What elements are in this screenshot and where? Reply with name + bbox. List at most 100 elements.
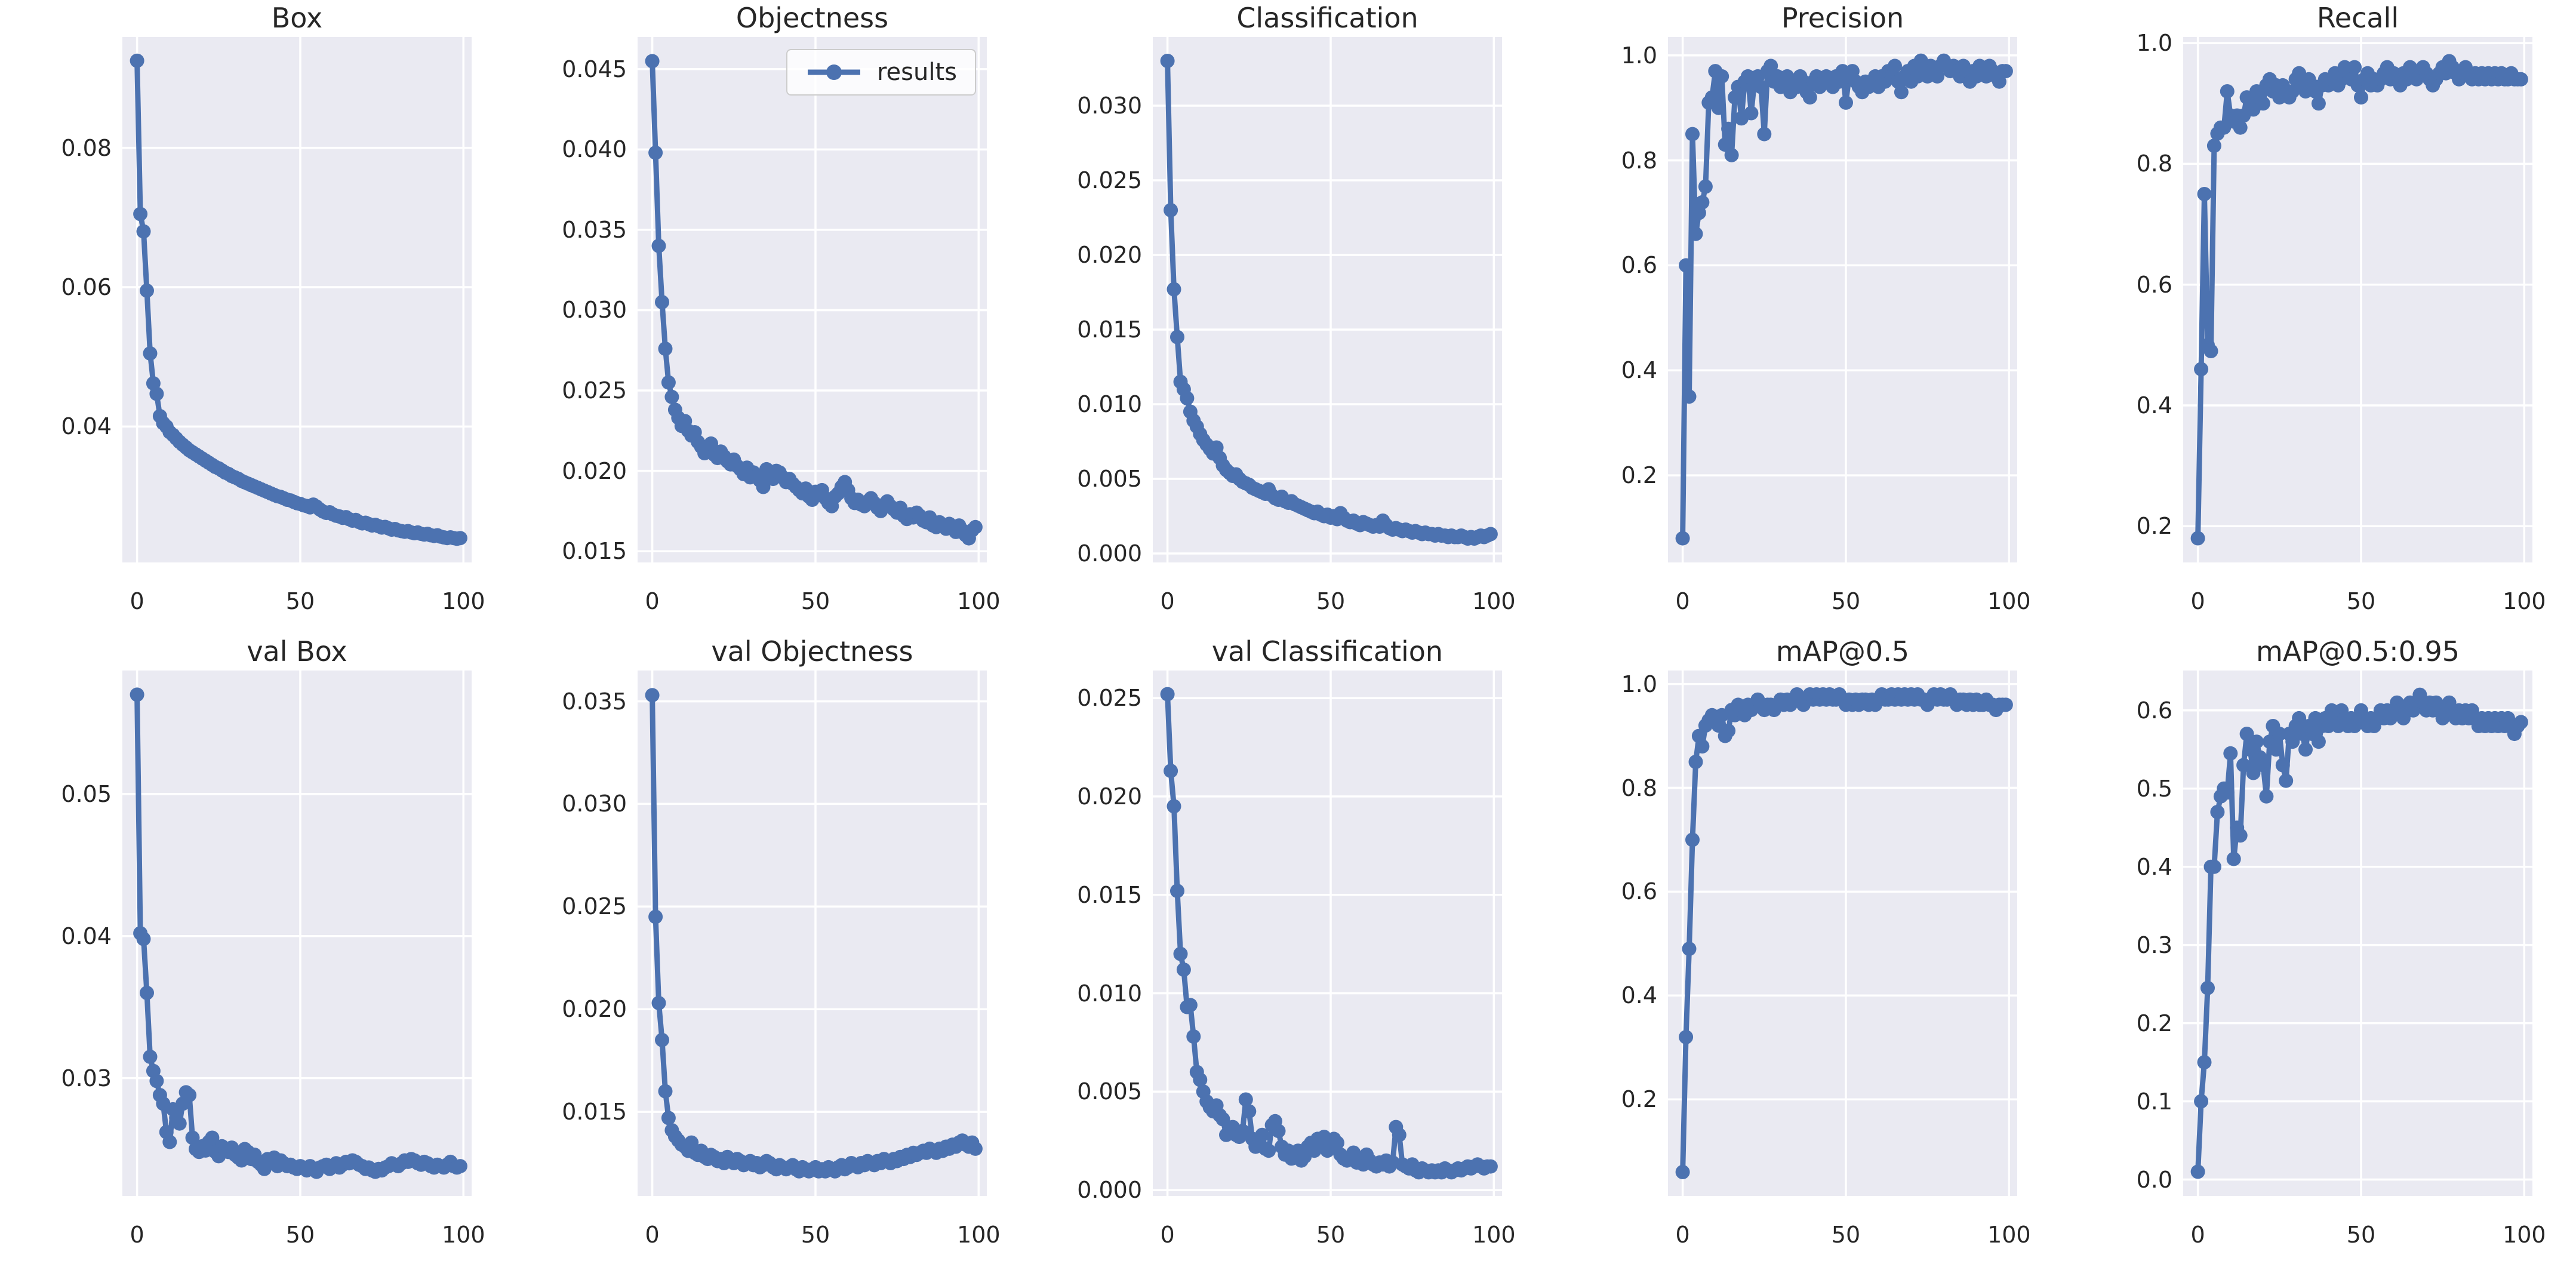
- data-point: [1170, 330, 1184, 345]
- data-point: [1715, 69, 1729, 84]
- data-point: [1186, 1029, 1201, 1044]
- data-point: [1160, 54, 1175, 68]
- x-tick-label: 100: [442, 1222, 485, 1248]
- data-point: [2233, 120, 2248, 135]
- data-point: [1682, 942, 1697, 957]
- data-point: [1271, 1124, 1286, 1139]
- y-tick-label: 0.4: [1621, 982, 1657, 1009]
- plot-area: [1153, 37, 1502, 562]
- x-tick-label: 100: [1987, 588, 2031, 614]
- data-point: [2194, 1094, 2209, 1109]
- data-point: [2200, 980, 2215, 995]
- data-point: [1180, 391, 1195, 405]
- data-point: [1839, 95, 1853, 110]
- chart-canvas: [1668, 37, 2017, 562]
- data-point: [1483, 527, 1498, 542]
- data-point: [2292, 711, 2307, 725]
- data-point: [756, 479, 771, 494]
- y-tick-label: 0.025: [1077, 167, 1142, 193]
- x-tick-label: 50: [1316, 588, 1346, 614]
- y-tick-label: 0.035: [562, 216, 627, 243]
- data-point: [2255, 758, 2270, 773]
- data-point: [1721, 723, 1736, 738]
- y-tick-label: 0.04: [61, 413, 112, 440]
- subplot-classification: Classification 0.000 0.005 0.010 0.015 0.020…: [1030, 0, 1546, 634]
- x-tick-label: 100: [1472, 1222, 1516, 1248]
- data-point: [172, 1116, 187, 1131]
- y-tick-label: 0.020: [562, 996, 627, 1023]
- subplot-precision: Precision 0.2 0.4 0.6 0.8 1.0 0 50 100: [1546, 0, 2061, 634]
- y-tick-label: 0.2: [2136, 1010, 2172, 1037]
- subplot-recall: Recall 0.2 0.4 0.6 0.8 1.0 0 50 100: [2061, 0, 2576, 634]
- data-point: [1764, 59, 1778, 73]
- y-tick-label: 0.025: [1077, 685, 1142, 712]
- subplot-map50: mAP@0.5 0.2 0.4 0.6 0.8 1.0 0 50 100: [1546, 634, 2061, 1267]
- data-point: [453, 531, 467, 546]
- chart-canvas: [1668, 671, 2017, 1196]
- data-point: [968, 519, 983, 534]
- data-point: [664, 389, 679, 404]
- legend: results: [786, 49, 976, 96]
- data-point: [658, 342, 673, 356]
- x-tick-label: 0: [645, 588, 660, 614]
- x-tick-label: 0: [645, 1222, 660, 1248]
- chart-canvas: [122, 671, 472, 1196]
- chart-canvas: [122, 37, 472, 562]
- data-point: [2233, 828, 2248, 843]
- data-point: [162, 1134, 177, 1149]
- x-tick-label: 50: [801, 1222, 830, 1248]
- y-tick-label: 0.2: [2136, 513, 2172, 540]
- data-point: [2220, 84, 2235, 99]
- y-tick-label: 0.8: [1621, 774, 1657, 801]
- x-tick-label: 50: [801, 588, 830, 614]
- data-point: [2249, 734, 2264, 749]
- data-point: [2246, 765, 2261, 780]
- y-tick-label: 0.6: [2136, 697, 2172, 724]
- x-tick-label: 100: [957, 1222, 1001, 1248]
- data-point: [2236, 758, 2251, 773]
- x-tick-label: 100: [1472, 588, 1516, 614]
- x-tick-label: 100: [957, 588, 1001, 614]
- data-point: [1688, 226, 1703, 241]
- data-point: [130, 687, 144, 702]
- data-point: [185, 1130, 200, 1145]
- y-tick-label: 0.040: [562, 136, 627, 163]
- data-point: [645, 688, 660, 703]
- data-point: [133, 207, 148, 222]
- subplot-box: Box 0.04 0.06 0.08 0 50 100: [0, 0, 515, 634]
- data-point: [1173, 946, 1188, 961]
- legend-label: results: [876, 59, 957, 86]
- x-tick-label: 100: [442, 588, 485, 614]
- y-tick-label: 0.6: [2136, 271, 2172, 298]
- y-tick-label: 0.4: [2136, 853, 2172, 880]
- data-point: [1753, 79, 1768, 94]
- data-point: [149, 1074, 164, 1088]
- data-point: [2269, 742, 2283, 757]
- legend-line-icon: [807, 64, 860, 80]
- y-tick-label: 0.020: [562, 457, 627, 484]
- data-point: [149, 386, 164, 401]
- data-point: [1675, 1165, 1690, 1179]
- x-tick-label: 50: [1831, 588, 1861, 614]
- x-tick-label: 0: [1675, 588, 1690, 614]
- chart-canvas: [638, 37, 987, 562]
- y-tick-label: 0.2: [1621, 1086, 1657, 1113]
- data-point: [1998, 697, 2013, 712]
- y-tick-label: 0.5: [2136, 775, 2172, 802]
- y-tick-label: 0.005: [1077, 1078, 1142, 1105]
- plot-title: Classification: [1236, 2, 1418, 34]
- y-tick-label: 0.015: [562, 538, 627, 565]
- data-point: [2285, 734, 2300, 749]
- y-tick-label: 0.030: [1077, 93, 1142, 119]
- y-tick-label: 0.05: [61, 780, 112, 807]
- data-point: [2513, 715, 2528, 730]
- data-point: [1235, 1124, 1250, 1139]
- data-point: [1255, 1127, 1270, 1142]
- data-point: [1888, 59, 1902, 73]
- x-tick-label: 100: [1987, 1222, 2031, 1248]
- data-point: [658, 1084, 673, 1099]
- data-point: [655, 1032, 669, 1047]
- data-point: [1685, 127, 1700, 142]
- data-point: [1242, 1104, 1257, 1119]
- x-tick-label: 50: [1316, 1222, 1346, 1248]
